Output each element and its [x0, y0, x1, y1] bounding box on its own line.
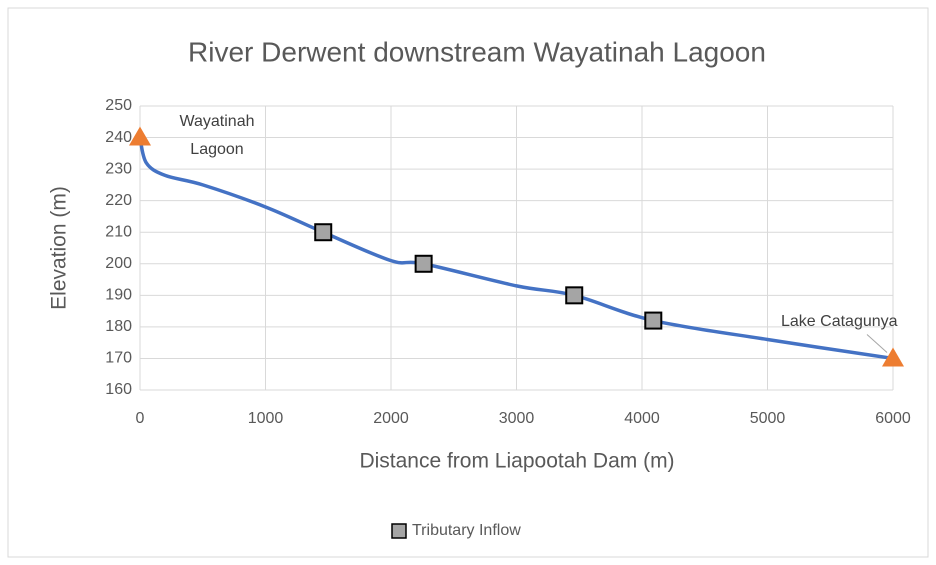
x-tick-label: 6000	[875, 410, 911, 427]
marker	[644, 311, 663, 330]
legend-marker	[391, 523, 407, 539]
line	[138, 137, 894, 361]
annotation: Lake Catagunya	[781, 313, 898, 331]
marker	[414, 254, 433, 273]
y-tick-label: 220	[105, 192, 132, 209]
marker	[882, 347, 904, 367]
y-tick-label: 200	[105, 255, 132, 272]
x-tick-label: 0	[136, 410, 145, 427]
y-tick-label: 230	[105, 160, 132, 177]
x-tick-label: 4000	[624, 410, 660, 427]
x-tick-label: 2000	[373, 410, 409, 427]
chart-title: River Derwent downstream Wayatinah Lagoo…	[188, 36, 766, 67]
legend-label: Tributary Inflow	[412, 522, 521, 539]
y-tick-label: 240	[105, 129, 132, 146]
y-tick-label: 170	[105, 350, 132, 367]
y-tick-label: 250	[105, 97, 132, 114]
y-axis-label: Elevation (m)	[48, 186, 71, 310]
y-tick-label: 180	[105, 318, 132, 335]
x-tick-label: 1000	[248, 410, 284, 427]
x-tick-label: 3000	[499, 410, 535, 427]
marker	[129, 126, 151, 146]
x-axis-label: Distance from Liapootah Dam (m)	[359, 450, 674, 473]
annotation: Wayatinah Lagoon	[179, 112, 255, 158]
marker	[314, 223, 333, 242]
marker	[565, 286, 584, 305]
y-tick-label: 210	[105, 223, 132, 240]
y-tick-label: 160	[105, 381, 132, 398]
y-tick-label: 190	[105, 287, 132, 304]
x-tick-label: 5000	[750, 410, 786, 427]
leader-line	[866, 334, 888, 353]
chart-border	[7, 7, 929, 558]
